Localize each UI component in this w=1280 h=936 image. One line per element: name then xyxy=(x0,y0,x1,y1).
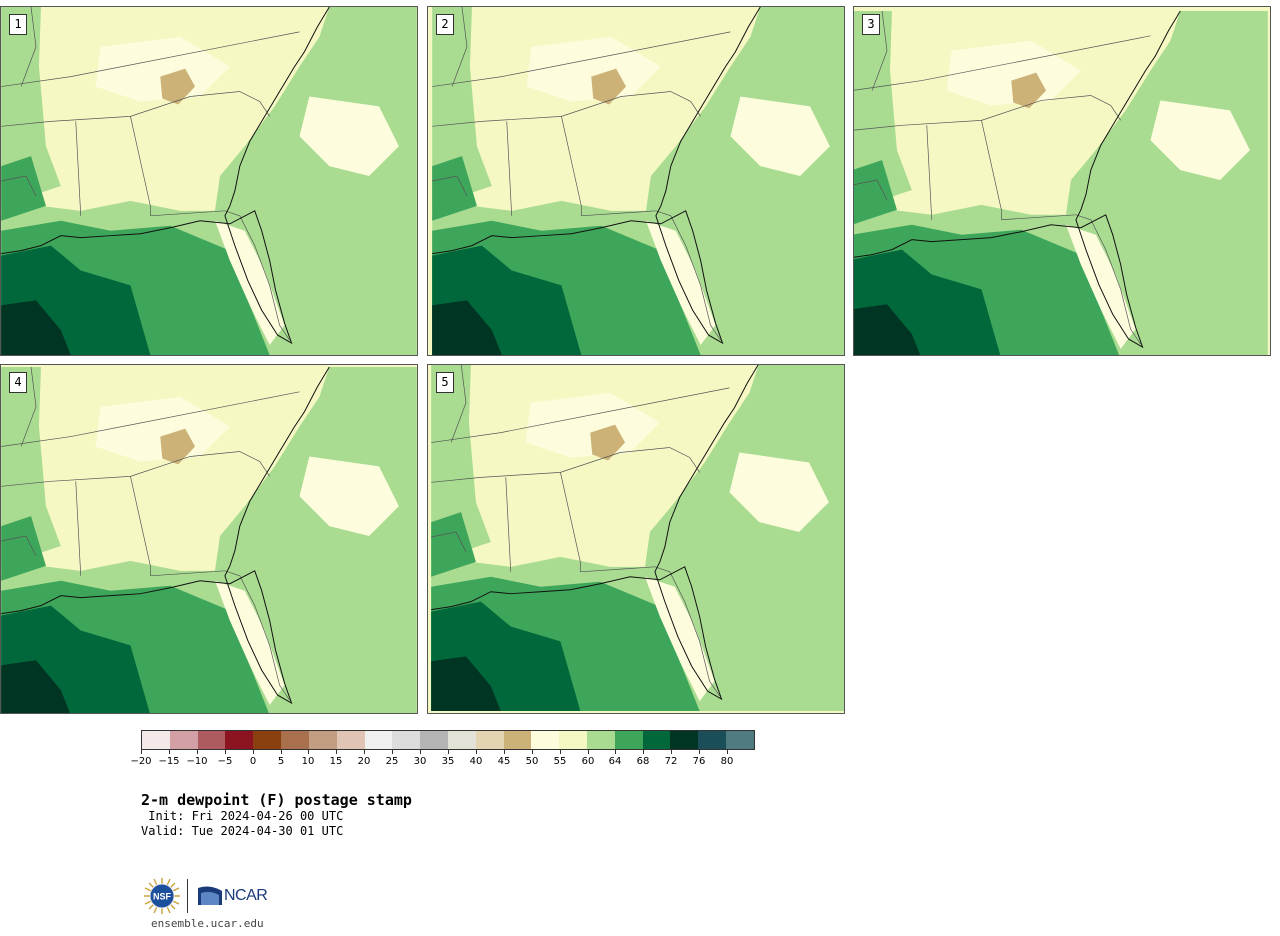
postage-stamp-panel-2: 2 xyxy=(427,6,845,356)
colorbar-tick-label: 20 xyxy=(357,756,371,767)
colorbar-tick xyxy=(253,750,254,754)
colorbar-tick xyxy=(727,750,728,754)
panel-label: 5 xyxy=(436,372,454,393)
colorbar-swatch-9 xyxy=(392,731,421,749)
postage-stamp-panel-1: 1 xyxy=(0,6,418,356)
colorbar-swatch-21 xyxy=(726,731,754,749)
colorbar-swatch-10 xyxy=(420,731,448,749)
colorbar-swatch-2 xyxy=(197,731,226,749)
colorbar-tick-label: 30 xyxy=(413,756,427,767)
colorbar-tick-label: 25 xyxy=(385,756,399,767)
colorbar-tick-label: 10 xyxy=(301,756,315,767)
colorbar-tick xyxy=(336,750,337,754)
dewpoint-map xyxy=(431,365,844,712)
colorbar-tick xyxy=(364,750,365,754)
colorbar-tick xyxy=(671,750,672,754)
colorbar-tick-label: 68 xyxy=(636,756,650,767)
colorbar-tick-label: 50 xyxy=(525,756,539,767)
colorbar-tick xyxy=(281,750,282,754)
init-time: Init: Fri 2024-04-26 00 UTC xyxy=(141,809,344,823)
colorbar-tick-label: 76 xyxy=(692,756,706,767)
dewpoint-map xyxy=(1,366,417,713)
colorbar-swatch-4 xyxy=(253,731,282,749)
colorbar-tick xyxy=(560,750,561,754)
colorbar-tick-label: 40 xyxy=(469,756,483,767)
dewpoint-map xyxy=(854,10,1268,355)
colorbar-swatch-6 xyxy=(308,731,337,749)
colorbar-tick xyxy=(699,750,700,754)
colorbar-swatch-12 xyxy=(475,731,504,749)
map-title: 2-m dewpoint (F) postage stamp xyxy=(141,791,412,809)
dewpoint-map xyxy=(432,7,844,355)
ncar-logo xyxy=(198,886,222,905)
colorbar-ticks: −20 −15 −10 −5 0 5 10 15 20 25 30 35 40 45 50 55 60 64 68 7… xyxy=(130,750,755,772)
colorbar-swatch-3 xyxy=(225,731,254,749)
colorbar-tick xyxy=(504,750,505,754)
colorbar-tick-label: 45 xyxy=(497,756,511,767)
colorbar-swatch-8 xyxy=(364,731,393,749)
colorbar-tick-label: −10 xyxy=(186,756,208,767)
colorbar-swatch-5 xyxy=(281,731,309,749)
nsf-logo-text: NSF xyxy=(153,892,172,902)
site-url: ensemble.ucar.edu xyxy=(151,917,264,930)
colorbar-tick-label: −15 xyxy=(158,756,180,767)
colorbar-tick xyxy=(308,750,309,754)
colorbar-tick xyxy=(225,750,226,754)
postage-stamp-panel-5: 5 xyxy=(427,364,845,714)
colorbar-swatch-16 xyxy=(587,731,615,749)
colorbar-tick xyxy=(588,750,589,754)
colorbar-tick-label: 0 xyxy=(249,756,257,767)
colorbar-tick-label: 15 xyxy=(329,756,343,767)
colorbar-tick xyxy=(141,750,142,754)
panel-label: 4 xyxy=(9,372,27,393)
colorbar-tick xyxy=(643,750,644,754)
colorbar-tick xyxy=(169,750,170,754)
nsf-logo: NSF xyxy=(144,878,180,914)
colorbar-swatch-20 xyxy=(698,731,727,749)
colorbar-swatch-11 xyxy=(447,731,476,749)
logo-strip: NSF NCAR xyxy=(144,877,274,917)
colorbar-swatch-13 xyxy=(503,731,532,749)
colorbar-tick xyxy=(448,750,449,754)
dewpoint-colorbar xyxy=(141,730,755,750)
colorbar-swatch-0 xyxy=(142,731,170,749)
colorbar-swatch-17 xyxy=(614,731,643,749)
colorbar-tick-label: 64 xyxy=(608,756,622,767)
postage-stamp-panel-3: 3 xyxy=(853,6,1271,356)
colorbar-tick xyxy=(615,750,616,754)
valid-time: Valid: Tue 2024-04-30 01 UTC xyxy=(141,824,344,838)
dewpoint-map xyxy=(1,7,417,355)
colorbar-swatch-1 xyxy=(169,731,198,749)
colorbar-tick-label: 55 xyxy=(553,756,567,767)
colorbar-swatch-19 xyxy=(670,731,699,749)
colorbar-tick xyxy=(392,750,393,754)
colorbar-tick-label: 72 xyxy=(664,756,678,767)
colorbar-swatch-15 xyxy=(559,731,587,749)
colorbar-swatch-14 xyxy=(531,731,560,749)
panel-label: 3 xyxy=(862,14,880,35)
colorbar-tick-label: 35 xyxy=(441,756,455,767)
colorbar-swatch-7 xyxy=(336,731,365,749)
colorbar-tick-label: 80 xyxy=(720,756,734,767)
panel-label: 2 xyxy=(436,14,454,35)
colorbar-tick-label: 60 xyxy=(581,756,595,767)
colorbar-tick xyxy=(197,750,198,754)
colorbar-tick xyxy=(532,750,533,754)
postage-stamp-panel-4: 4 xyxy=(0,364,418,714)
colorbar-tick-label: 5 xyxy=(277,756,285,767)
panel-label: 1 xyxy=(9,14,27,35)
logo-divider xyxy=(187,879,188,913)
colorbar-tick-label: −5 xyxy=(217,756,233,767)
colorbar-tick xyxy=(420,750,421,754)
colorbar-tick xyxy=(476,750,477,754)
ncar-logo-text: NCAR xyxy=(224,887,268,904)
colorbar-swatch-18 xyxy=(642,731,671,749)
colorbar-tick-label: −20 xyxy=(130,756,152,767)
